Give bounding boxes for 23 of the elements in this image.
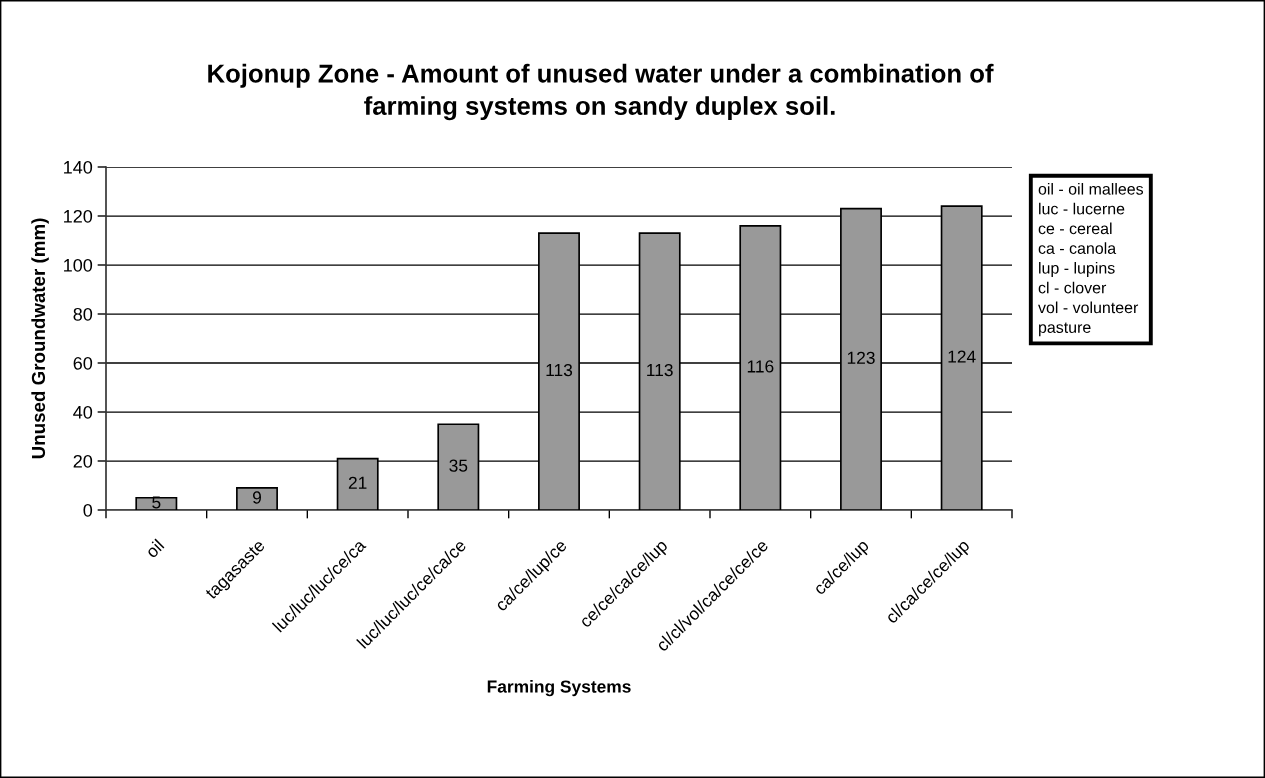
- y-tick-label: 100: [64, 258, 93, 272]
- data-label: 124: [948, 350, 976, 363]
- data-label: 116: [747, 360, 774, 373]
- y-tick-label: 80: [73, 307, 93, 321]
- y-axis-title: Unused Groundwater (mm): [31, 218, 49, 459]
- data-label: 21: [348, 476, 367, 489]
- y-tick-label: 120: [64, 209, 93, 223]
- data-label: 113: [546, 363, 573, 377]
- text: oil - oil mallees luc - lucerne ce - cereal ca - canola lup - lupins cl - clover vol - volunteer pasture: [1038, 183, 1144, 337]
- data-label: 35: [449, 459, 468, 472]
- data-label: 9: [252, 491, 262, 504]
- chart-title: Kojonup Zone - Amount of unused water under a combination of farming systems on sandy duplex soil.: [208, 63, 994, 121]
- y-tick-label: 20: [73, 454, 93, 468]
- data-label: 123: [847, 351, 875, 364]
- bar: [236, 487, 278, 510]
- data-label: 113: [647, 363, 673, 377]
- bar: [135, 496, 178, 510]
- y-tick-label: 40: [73, 405, 93, 419]
- y-tick-label: 0: [83, 503, 93, 517]
- y-tick-label: 60: [73, 356, 93, 370]
- x-axis-title: Farming Systems: [487, 679, 631, 697]
- x-tick-label: oil: [144, 538, 165, 559]
- y-tick-label: 140: [64, 160, 93, 174]
